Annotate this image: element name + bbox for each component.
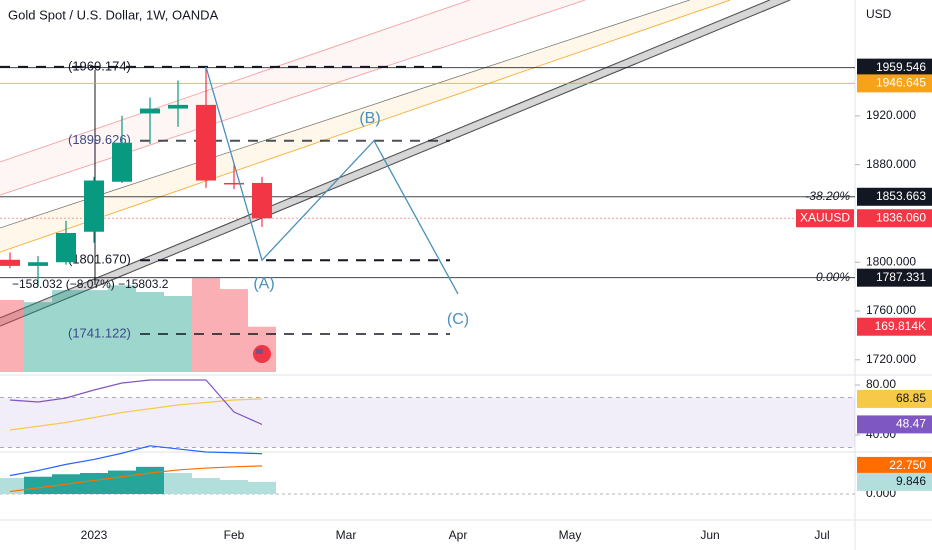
y-tick-label: 1760.000 [866,303,916,317]
price-tag-label: 22.750 [889,458,926,472]
volume-bar [0,300,24,372]
x-tick-label: Jul [814,528,829,542]
channel-line [0,0,471,163]
x-tick-label: 2023 [81,528,108,542]
macd-histogram-bar [164,473,192,495]
candle-body [224,182,244,185]
volume-bar [192,278,220,372]
price-tag-label: 169.814K [875,319,926,333]
x-tick-label: Feb [224,528,245,542]
wave-label: (C) [447,311,469,328]
symbol-tag [796,209,854,228]
volume-bar [136,292,164,372]
price-tag-label: 1853.663 [876,189,926,203]
price-tag [857,456,932,475]
macd-line [9,445,263,477]
price-tag [857,187,932,206]
y-tick-label: 80.00 [866,377,896,391]
price-tag-label: 48.47 [896,417,926,431]
macd-histogram-bar [24,476,52,495]
fib-label: 0.00% [816,270,850,284]
us-flag-icon [251,343,273,365]
x-tick-label: May [559,528,582,542]
price-tag [857,472,932,491]
macd-line [9,465,263,493]
candle-body [0,259,20,266]
candle-body [140,108,160,114]
price-tag-label: 1959.546 [876,60,926,74]
measure-label: −158.032 (−8.07%) −15803.2 [12,277,169,291]
x-tick-label: Jun [700,528,719,542]
channel-fill [0,0,585,195]
wave-path [205,66,459,295]
price-tag-label: 1836.060 [876,210,926,224]
price-tag [857,74,932,93]
channel-line [0,0,586,196]
macd-histogram-bar [220,479,248,495]
level-label: (1741.122) [68,325,131,340]
price-tag [857,209,932,228]
wave-label: (A) [253,275,274,292]
candle-body [56,232,76,263]
macd-histogram-bar [192,477,220,495]
volume-bar [108,285,136,372]
wave-label: (B) [359,110,380,127]
channel-fill [0,0,730,252]
price-tag [857,415,932,434]
candle-body [84,180,104,232]
y-tick-label: 1720.000 [866,352,916,366]
price-tag-label: 68.85 [896,391,926,405]
axis-unit: USD [866,7,892,21]
channel-lines [0,0,791,327]
price-tag-label: 1946.645 [876,76,926,90]
macd-histogram-bar [108,470,136,495]
volume-bar [24,302,52,372]
candle-body [196,104,216,181]
price-tag [857,389,932,408]
macd-histogram-bar [80,473,108,495]
macd-histogram-bar [136,466,164,495]
channel-fill [0,0,790,326]
candle-body [28,262,48,266]
x-tick-label: Apr [449,528,468,542]
candle-body [252,182,272,219]
volume-bar [52,290,80,372]
price-tag [857,268,932,287]
price-tag [857,58,932,77]
rsi-line [9,379,263,425]
candle-body [168,104,188,109]
volume-bar [220,289,248,372]
rsi-band [0,397,855,448]
x-tick-label: Mar [336,528,357,542]
volume-bar [80,290,108,372]
level-label: (1960.174) [68,58,131,73]
candle-body [112,142,132,182]
price-tag [857,317,932,336]
level-label: (1801.670) [68,252,131,267]
y-tick-label: 1920.000 [866,108,916,122]
rsi-line [9,398,263,431]
y-tick-label: 1880.000 [866,157,916,171]
price-tag-label: 9.846 [896,474,926,488]
price-tag-label: 1787.331 [876,270,926,284]
symbol-tag-label: XAUUSD [800,210,850,224]
macd-histogram-bar [248,481,276,495]
y-tick-label: 1800.000 [866,254,916,268]
fib-label: -38.20% [805,189,850,203]
chart-title: Gold Spot / U.S. Dollar, 1W, OANDA [8,7,219,22]
